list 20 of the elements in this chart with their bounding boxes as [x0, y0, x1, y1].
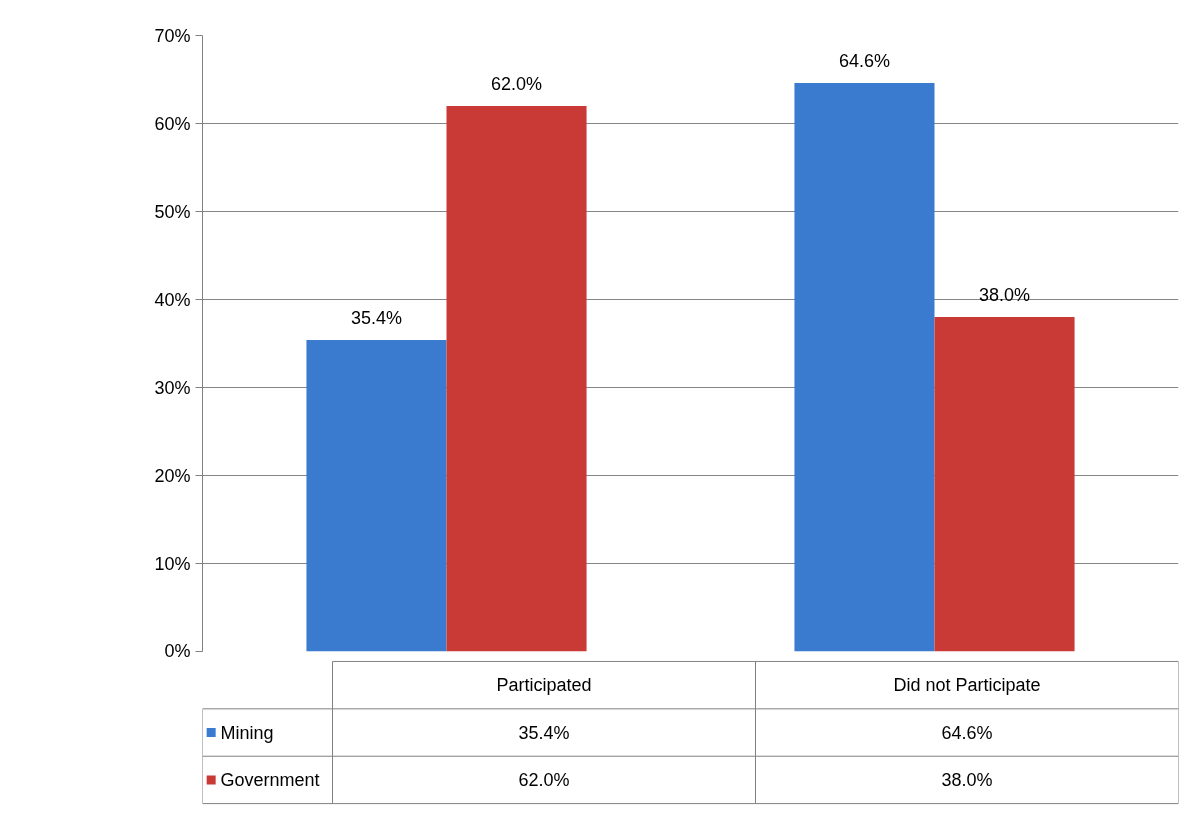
text: 62.0%	[491, 73, 543, 94]
data-label: 64.6%	[941, 722, 993, 743]
x-tick-label: Did not Participate	[893, 675, 1041, 696]
data-label: 35.4%	[518, 722, 570, 743]
y-tick-label: 20%	[154, 465, 191, 486]
legend-label: Government	[220, 769, 320, 790]
y-tick-label: 50%	[154, 201, 191, 222]
y-tick-label: 30%	[154, 377, 191, 398]
legend-label: Mining	[220, 722, 274, 743]
x-tick-label: Participated	[496, 675, 592, 696]
y-tick-label: 0%	[164, 640, 191, 661]
data-label: 62.0%	[518, 769, 570, 790]
text: 38.0%	[979, 285, 1031, 306]
text: 35.4%	[350, 307, 402, 328]
y-tick-label: 10%	[154, 553, 191, 574]
y-tick-label: 70%	[154, 25, 191, 46]
y-tick-label: 60%	[154, 113, 191, 134]
data-label: 38.0%	[941, 769, 993, 790]
y-tick-label: 40%	[154, 289, 191, 310]
text: 64.6%	[838, 51, 890, 72]
